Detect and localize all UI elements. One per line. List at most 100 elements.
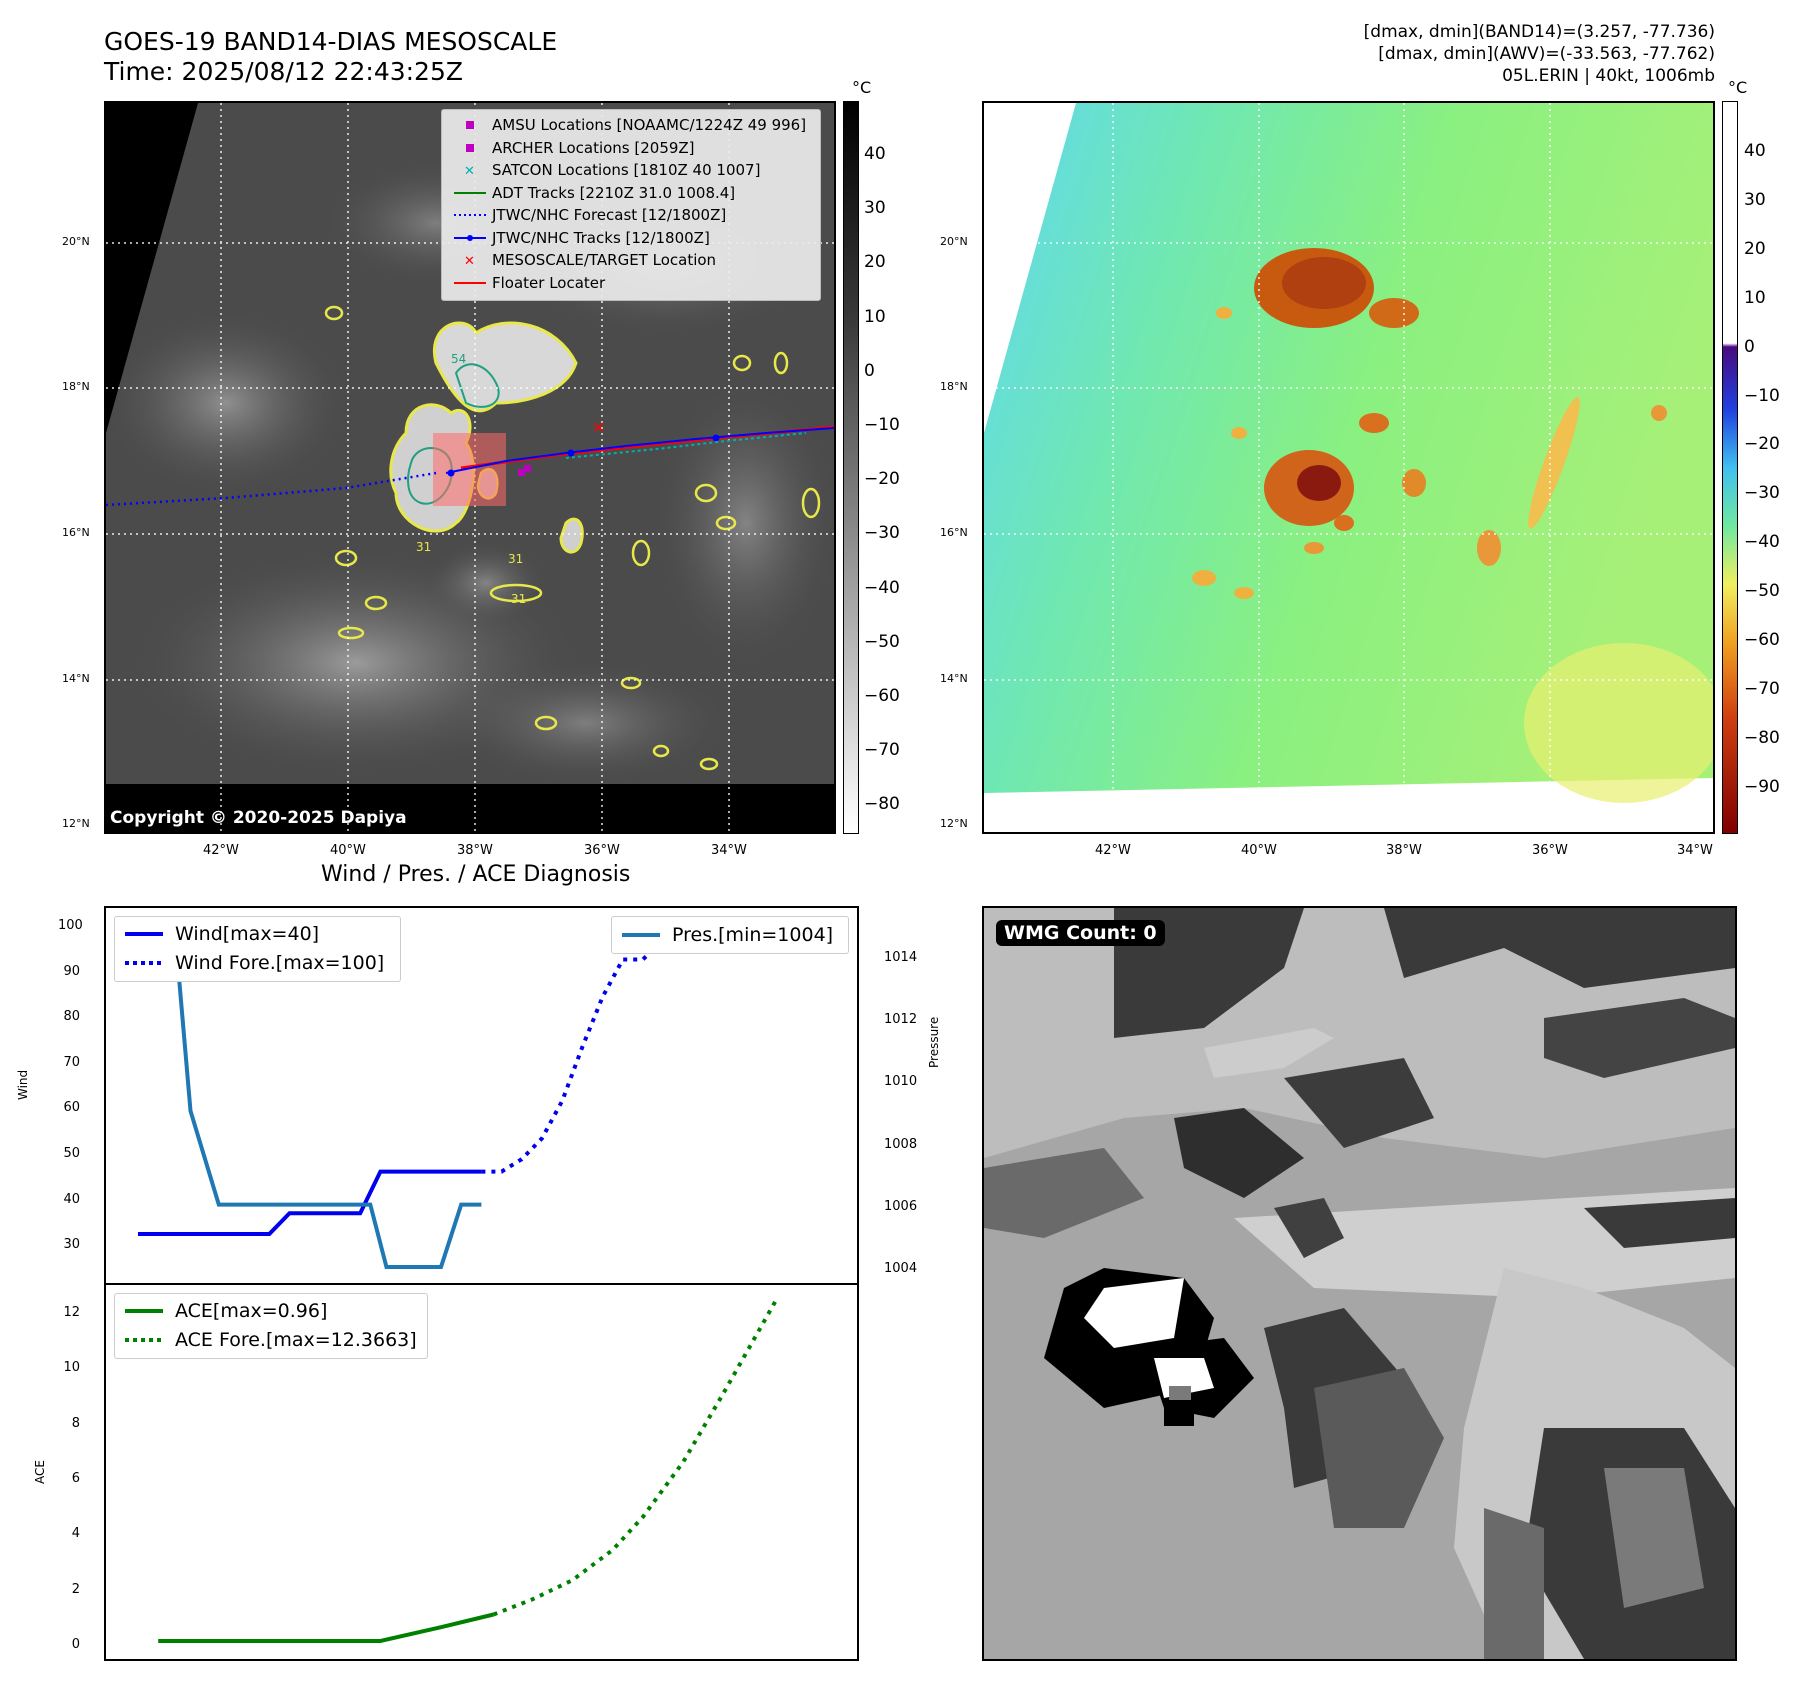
lat-label: 16°N (62, 526, 90, 539)
wind-tick: 70 (63, 1054, 80, 1070)
pres-legend: Pres.[min=1004] (611, 916, 849, 954)
svg-text:✕: ✕ (464, 164, 475, 178)
series-line (138, 1169, 482, 1236)
ace-tick: 4 (71, 1526, 80, 1542)
legend-swatch-icon (452, 140, 488, 156)
legend-item: AMSU Locations [NOAAMC/1224Z 49 996] (442, 114, 820, 136)
colorbar-tick: −20 (864, 469, 900, 490)
pressure-axis-label: Pressure (927, 1016, 941, 1068)
legend-item: ADT Tracks [2210Z 31.0 1008.4] (442, 182, 820, 204)
colorbar-tick: −10 (864, 415, 900, 435)
colorbar-tick: 20 (1744, 238, 1766, 259)
legend-item-label: JTWC/NHC Tracks [12/1800Z] (492, 228, 710, 247)
forecast-track (106, 471, 437, 507)
legend-item-label: AMSU Locations [NOAAMC/1224Z 49 996] (492, 116, 807, 134)
colorbar-tick: −50 (864, 631, 900, 652)
colorbar-tick: 10 (1744, 287, 1766, 308)
legend-item: Floater Locater (442, 272, 820, 294)
lat-label: 20°N (62, 235, 90, 248)
colorbar-tick: −80 (1744, 727, 1780, 748)
colorbar-tick: 10 (864, 306, 886, 327)
ace-fore-legend-label: ACE Fore.[max=12.3663] (175, 1329, 417, 1351)
lat-label: 16°N (940, 526, 968, 539)
ir-map-panel: 54 31 31 31 ✕ Cop (104, 101, 836, 834)
lat-label: 18°N (940, 380, 968, 393)
ace-tick: 10 (63, 1360, 80, 1376)
wind-tick: 30 (63, 1237, 80, 1253)
legend-item-label: JTWC/NHC Forecast [12/1800Z] (492, 206, 727, 224)
target-x-icon: ✕ (592, 418, 605, 437)
lon-label: 40°W (1241, 843, 1277, 858)
awv-colorbar (1722, 101, 1738, 834)
contour-label: 31 (416, 540, 431, 554)
lat-label: 12°N (940, 817, 968, 830)
legend-item: ✕ MESOSCALE/TARGET Location (442, 249, 820, 271)
colorbar-tick: −30 (864, 523, 900, 544)
series-line (492, 1298, 779, 1617)
info-storm: 05L.ERIN | 40kt, 1006mb (1502, 66, 1715, 86)
lon-label: 38°W (457, 843, 493, 858)
ace-panel: ACE[max=0.96] ACE Fore.[max=12.3663] (104, 1283, 859, 1661)
ace-tick: 0 (71, 1636, 80, 1652)
lon-label: 36°W (1532, 843, 1568, 858)
wind-tick: 40 (63, 1191, 80, 1207)
contour-label: 31 (511, 592, 526, 606)
map-legend: AMSU Locations [NOAAMC/1224Z 49 996] ARCH… (441, 109, 821, 301)
legend-item: ARCHER Locations [2059Z] (442, 137, 820, 159)
lat-label: 18°N (62, 380, 90, 393)
colorbar-tick: −30 (1744, 483, 1780, 504)
legend-item-label: Floater Locater (492, 273, 606, 292)
lat-label: 14°N (62, 672, 90, 685)
legend-item-label: ADT Tracks [2210Z 31.0 1008.4] (492, 183, 736, 202)
colorbar-tick: −10 (1744, 385, 1780, 406)
contour-label: 31 (508, 552, 523, 566)
wind-tick: 90 (63, 963, 80, 979)
ace-legend: ACE[max=0.96] ACE Fore.[max=12.3663] (114, 1293, 428, 1359)
colorbar-tick: 40 (864, 144, 886, 164)
wind-tick: 80 (63, 1009, 80, 1025)
ace-tick: 2 (71, 1581, 80, 1597)
legend-item-label: MESOSCALE/TARGET Location (492, 251, 717, 269)
colorbar-tick: −70 (1744, 678, 1780, 699)
awv-map-panel (982, 101, 1715, 834)
legend-swatch-icon (452, 185, 488, 201)
lon-label: 42°W (1095, 843, 1131, 858)
wmg-panel: WMG Count: 0 (982, 906, 1737, 1661)
legend-swatch-icon: ✕ (452, 252, 488, 269)
lat-label: 14°N (940, 672, 968, 685)
wind-tick: 60 (63, 1100, 80, 1116)
colorbar-tick: −60 (1744, 630, 1780, 650)
legend-item: JTWC/NHC Tracks [12/1800Z] (442, 227, 820, 249)
lat-label: 20°N (940, 235, 968, 248)
legend-item: JTWC/NHC Forecast [12/1800Z] (442, 204, 820, 226)
figure-title: GOES-19 BAND14-DIAS MESOSCALE (104, 27, 558, 56)
ir-colorbar-unit: °C (852, 78, 872, 97)
figure-time: Time: 2025/08/12 22:43:25Z (104, 57, 463, 86)
legend-swatch-icon: ✕ (452, 162, 488, 179)
colorbar-tick: 30 (1744, 189, 1766, 210)
ace-legend-label: ACE[max=0.96] (175, 1300, 328, 1322)
pressure-tick: 1010 (884, 1074, 918, 1090)
ace-tick: 6 (71, 1470, 80, 1486)
wind-legend-label: Wind[max=40] (175, 923, 320, 945)
wind-legend: Wind[max=40] Wind Fore.[max=100] (114, 916, 401, 982)
awv-colorbar-unit: °C (1728, 78, 1748, 97)
series-line (158, 1612, 494, 1643)
colorbar-tick: −60 (864, 686, 900, 706)
copyright-text: Copyright © 2020-2025 Dapiya (110, 808, 407, 828)
svg-text:✕: ✕ (464, 254, 475, 268)
ace-tick: 12 (63, 1305, 80, 1320)
wind-tick: 50 (63, 1146, 80, 1161)
wind-tick: 100 (58, 918, 83, 933)
colorbar-tick: 30 (864, 198, 886, 219)
legend-item: ✕ SATCON Locations [1810Z 40 1007] (442, 159, 820, 181)
ir-colorbar (843, 101, 859, 834)
legend-swatch-icon (452, 275, 488, 291)
wind-fore-legend-label: Wind Fore.[max=100] (175, 952, 385, 974)
pressure-tick: 1006 (884, 1198, 918, 1214)
legend-swatch-icon (452, 207, 488, 223)
info-awv: [dmax, dmin](AWV)=(-33.563, -77.762) (1378, 44, 1715, 64)
diag-title: Wind / Pres. / ACE Diagnosis (321, 862, 631, 887)
pressure-tick: 1008 (884, 1136, 918, 1152)
legend-item-label: ARCHER Locations [2059Z] (492, 138, 695, 157)
